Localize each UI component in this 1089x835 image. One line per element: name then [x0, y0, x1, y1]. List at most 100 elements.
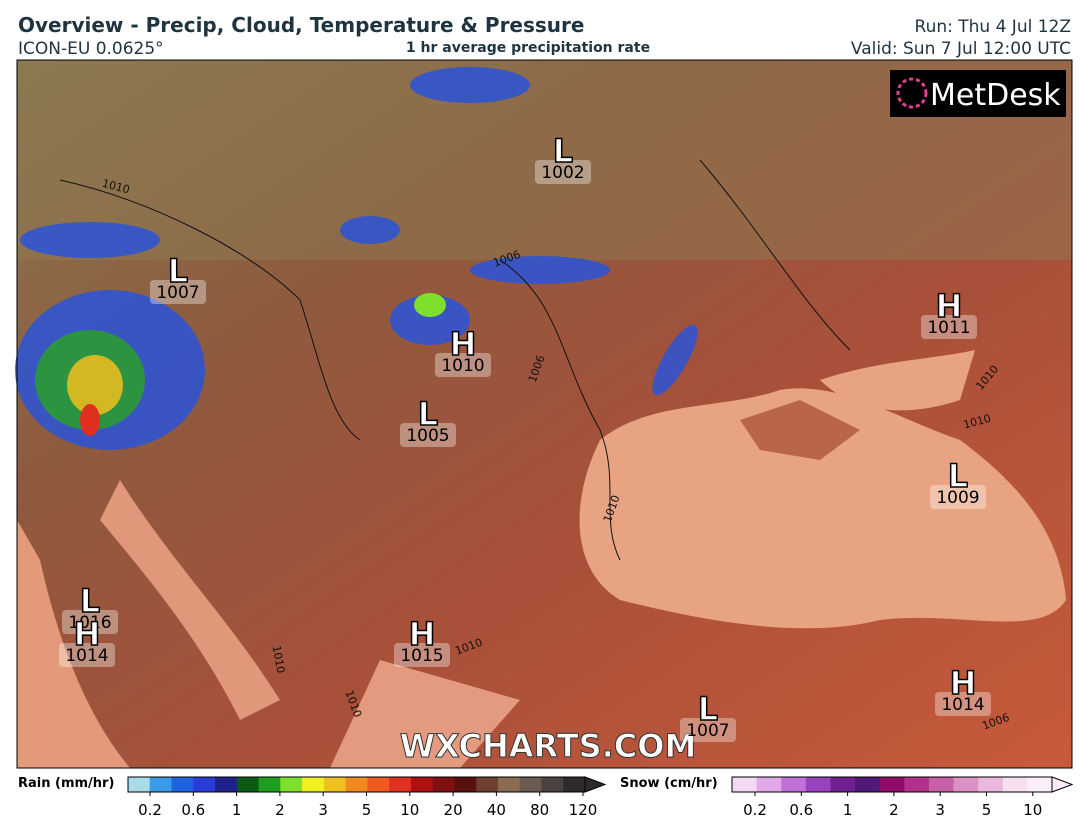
pressure-value-box [435, 353, 491, 377]
run-time: Run: Thu 4 Jul 12Z [915, 17, 1071, 37]
rain-swatch [454, 777, 477, 792]
rain-swatch [149, 777, 173, 792]
snow-swatch [1002, 777, 1028, 792]
pressure-type: H [950, 664, 977, 702]
snow-swatch [732, 777, 758, 792]
pressure-value-box [930, 485, 986, 509]
aegean-sea [330, 660, 520, 768]
rain-swatch [367, 777, 390, 792]
rain-swatch [215, 777, 238, 792]
rain-tick-label: 1 [232, 801, 242, 819]
rain-frame [127, 776, 586, 793]
isobar-label: 1010 [270, 644, 288, 674]
pressure-value: 1016 [68, 613, 111, 633]
logo-icon [896, 77, 928, 109]
pressure-type: L [418, 395, 438, 433]
pressure-value: 1007 [686, 721, 729, 741]
pressure-value: 1011 [927, 318, 970, 338]
snow-tick-label: 5 [982, 801, 992, 819]
snow-swatch [928, 777, 955, 792]
snow-tick-label: 0.6 [789, 801, 813, 819]
rain-tick-label: 40 [487, 801, 506, 819]
rain-swatch [519, 777, 542, 792]
rain-swatch [171, 777, 194, 792]
pressure-value: 1014 [941, 695, 984, 715]
pressure-value-box [935, 692, 991, 716]
rain-swatch [280, 777, 303, 792]
snow-tick-label: 3 [935, 801, 945, 819]
snow-frame [731, 776, 1053, 793]
rain-tick-label: 0.2 [138, 801, 162, 819]
logo: MetDesk [930, 78, 1061, 113]
rain-tick-label: 3 [318, 801, 328, 819]
pressure-type: H [450, 325, 477, 363]
pressure-value: 1010 [441, 356, 484, 376]
pressure-value-box [535, 160, 591, 184]
rain-swatch [410, 777, 434, 792]
snow-tick-label: 0.2 [743, 801, 767, 819]
snow-tick-label: 10 [1023, 801, 1042, 819]
rain-swatch [128, 777, 151, 792]
map: MetDesk WXCHARTS.COM [15, 59, 1073, 769]
precip-area [410, 67, 530, 103]
pressure-value: 1015 [400, 646, 443, 666]
rain-tick-label: 5 [362, 801, 372, 819]
rain-swatch [432, 777, 455, 792]
snow-swatch [830, 777, 856, 792]
rain-tick-label: 120 [569, 801, 598, 819]
rain-tick-label: 2 [275, 801, 285, 819]
rain-swatch [563, 777, 586, 792]
rain-legend-label: Rain (mm/hr) [18, 776, 114, 791]
pressure-value: 1009 [936, 488, 979, 508]
tyrrhenian-sea [17, 520, 130, 768]
pressure-value-box [59, 643, 115, 667]
rain-swatch [302, 777, 325, 792]
snow-arrow [1051, 776, 1074, 793]
rain-arrow [584, 776, 607, 793]
rain-swatch [345, 777, 368, 792]
snow-swatch [1027, 777, 1053, 792]
isobar [59, 159, 851, 561]
rain-swatch [236, 777, 260, 792]
precip-area [652, 324, 698, 396]
snow-swatch [978, 777, 1004, 792]
watermark: WXCHARTS.COM [400, 727, 697, 765]
pressure-value: 1007 [156, 283, 199, 303]
pressure-type: H [936, 287, 963, 325]
snow-swatch [953, 777, 979, 792]
snow-legend-label: Snow (cm/hr) [620, 776, 718, 791]
pressure-value: 1002 [541, 163, 584, 183]
snow-swatch [879, 777, 905, 792]
rain-swatch [389, 777, 412, 792]
pressure-value: 1014 [65, 646, 108, 666]
precip-area [470, 256, 610, 284]
precip-area [80, 404, 100, 436]
pressure-value-box [150, 280, 206, 304]
precip-area [340, 216, 400, 244]
adriatic-sea [100, 480, 280, 720]
precip-area [67, 355, 123, 415]
pressure-value-box [394, 643, 450, 667]
pressure-type: L [698, 690, 718, 728]
snow-swatch [904, 777, 930, 792]
pressure-value-box [400, 423, 456, 447]
subtitle: 1 hr average precipitation rate [406, 40, 650, 56]
pressure-type: L [553, 132, 573, 170]
precip-area [20, 222, 160, 258]
snow-swatch [855, 777, 881, 792]
rain-tick-label: 0.6 [181, 801, 205, 819]
snow-swatch [756, 777, 782, 792]
model: ICON-EU 0.0625° [18, 39, 164, 59]
azov-sea [820, 350, 975, 411]
pressure-type: H [74, 615, 101, 653]
rain-tick-label: 10 [400, 801, 419, 819]
precip-area [414, 293, 446, 317]
pressure-value-box [62, 610, 118, 634]
snow-swatch [805, 777, 831, 792]
pressure-value-box [921, 315, 977, 339]
pressure-value: 1005 [406, 426, 449, 446]
snow-swatch [781, 777, 807, 792]
pressure-type: L [948, 457, 968, 495]
rain-swatch [541, 777, 564, 792]
